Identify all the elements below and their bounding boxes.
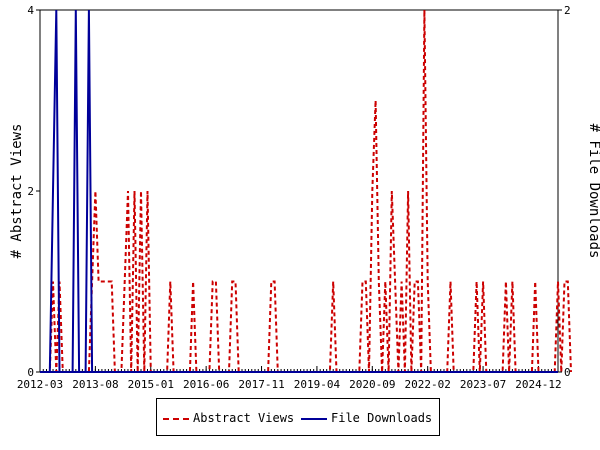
x-tick-label: 2024-12	[515, 378, 561, 391]
legend-label-file-downloads: File Downloads	[331, 411, 433, 425]
x-tick-label: 2020-09	[349, 378, 395, 391]
y2-tick-label: 2	[564, 4, 571, 17]
series-layer	[40, 9, 572, 373]
y-tick-label: 0	[27, 366, 34, 379]
legend: Abstract Views File Downloads	[156, 398, 440, 436]
series-line	[40, 9, 94, 373]
y-axis-right: 02	[558, 4, 571, 379]
x-tick-label: 2023-07	[460, 378, 506, 391]
legend-label-abstract-views: Abstract Views	[193, 411, 295, 425]
x-tick-label: 2013-08	[72, 378, 118, 391]
y-axis-left: 0 2 4	[27, 4, 40, 379]
x-tick-label: 2015-01	[128, 378, 174, 391]
series-file-downloads	[40, 9, 558, 373]
y2-tick-label: 0	[564, 366, 571, 379]
x-tick-label: 2016-06	[183, 378, 229, 391]
y-tick-label: 4	[27, 4, 34, 17]
y-tick-label: 2	[27, 185, 34, 198]
x-tick-label: 2012-03	[17, 378, 63, 391]
x-tick-label: 2017-11	[238, 378, 284, 391]
legend-swatch-file-downloads	[301, 418, 327, 420]
legend-swatch-abstract-views	[163, 418, 189, 420]
y-axis-title: # Abstract Views	[9, 124, 25, 259]
y2-axis-title: # File Downloads	[586, 124, 600, 259]
x-tick-label: 2022-02	[405, 378, 451, 391]
x-tick-label: 2019-04	[294, 378, 341, 391]
plot-area	[39, 9, 559, 373]
